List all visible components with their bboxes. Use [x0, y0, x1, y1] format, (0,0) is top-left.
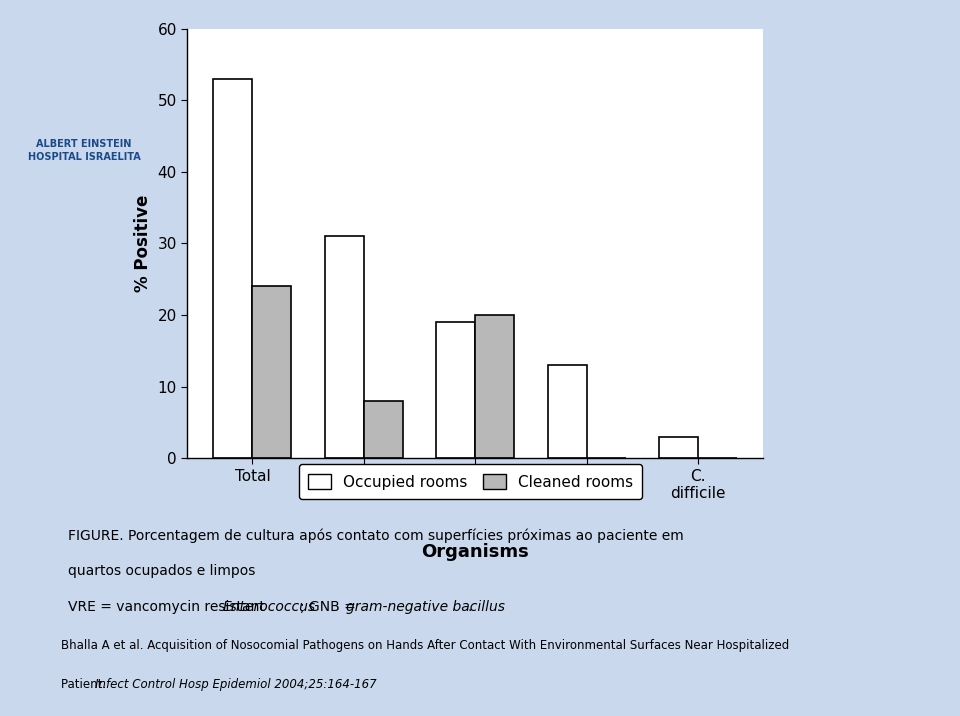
Text: ALBERT EINSTEIN
HOSPITAL ISRAELITA: ALBERT EINSTEIN HOSPITAL ISRAELITA: [28, 139, 140, 162]
Legend: Occupied rooms, Cleaned rooms: Occupied rooms, Cleaned rooms: [299, 465, 642, 498]
Text: Bhalla A et al. Acquisition of Nosocomial Pathogens on Hands After Contact With : Bhalla A et al. Acquisition of Nosocomia…: [61, 639, 790, 652]
Text: Infect Control Hosp Epidemiol 2004;25:164-167: Infect Control Hosp Epidemiol 2004;25:16…: [94, 677, 376, 690]
Text: gram-negative bacillus: gram-negative bacillus: [347, 601, 506, 614]
Bar: [252, 286, 292, 458]
Text: .: .: [468, 601, 471, 614]
Text: ; GNB =: ; GNB =: [300, 601, 361, 614]
Bar: [324, 236, 364, 458]
Bar: [659, 437, 698, 458]
Text: quartos ocupados e limpos: quartos ocupados e limpos: [68, 564, 255, 578]
Text: FIGURE. Porcentagem de cultura após contato com superfícies próximas ao paciente: FIGURE. Porcentagem de cultura após cont…: [68, 528, 684, 543]
Text: Enterococcus: Enterococcus: [223, 601, 316, 614]
Bar: [547, 365, 587, 458]
X-axis label: Organisms: Organisms: [421, 543, 529, 561]
Bar: [213, 79, 252, 458]
Text: VRE = vancomycin resistant: VRE = vancomycin resistant: [68, 601, 270, 614]
Bar: [436, 322, 475, 458]
Bar: [475, 315, 515, 458]
Bar: [364, 401, 403, 458]
Y-axis label: % Positive: % Positive: [133, 195, 152, 292]
Text: Patient.: Patient.: [61, 677, 110, 690]
